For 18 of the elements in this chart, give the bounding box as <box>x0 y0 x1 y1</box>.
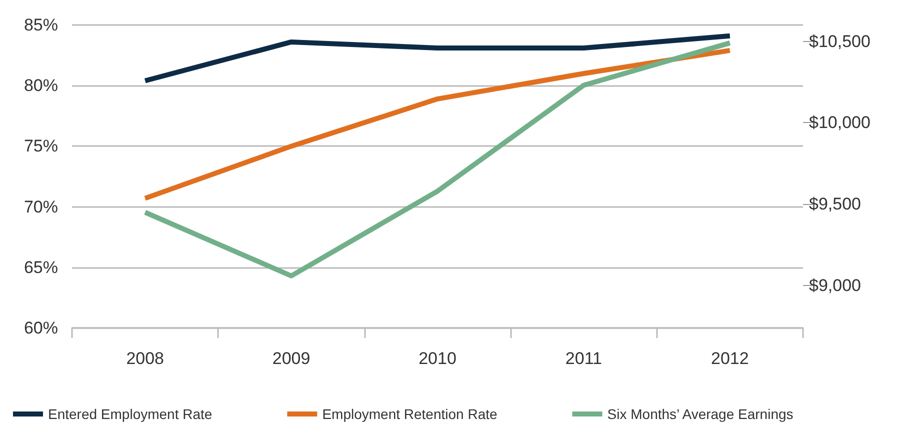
legend-label: Entered Employment Rate <box>48 406 212 422</box>
y2-tick-label: $10,000 <box>809 113 870 132</box>
y2-tick-label: $9,500 <box>809 194 861 214</box>
y-tick-label: 85% <box>24 16 58 34</box>
y-tick-label: 60% <box>24 318 58 338</box>
x-tick-label: 2011 <box>565 349 602 368</box>
x-tick-label: 2010 <box>418 349 456 368</box>
y2-tick-label: $10,500 <box>809 32 870 51</box>
x-tick-label: 2008 <box>126 349 164 368</box>
y-tick-label: 80% <box>24 76 58 96</box>
y-tick-label: 65% <box>24 258 58 277</box>
legend-label: Six Months’ Average Earnings <box>607 406 794 422</box>
legend-label: Employment Retention Rate <box>322 406 498 422</box>
y2-tick-label: $9,000 <box>809 276 861 296</box>
y-tick-label: 75% <box>24 136 58 156</box>
x-tick-label: 2012 <box>710 349 749 368</box>
x-tick-label: 2009 <box>272 349 310 368</box>
y-tick-label: 70% <box>24 197 58 216</box>
